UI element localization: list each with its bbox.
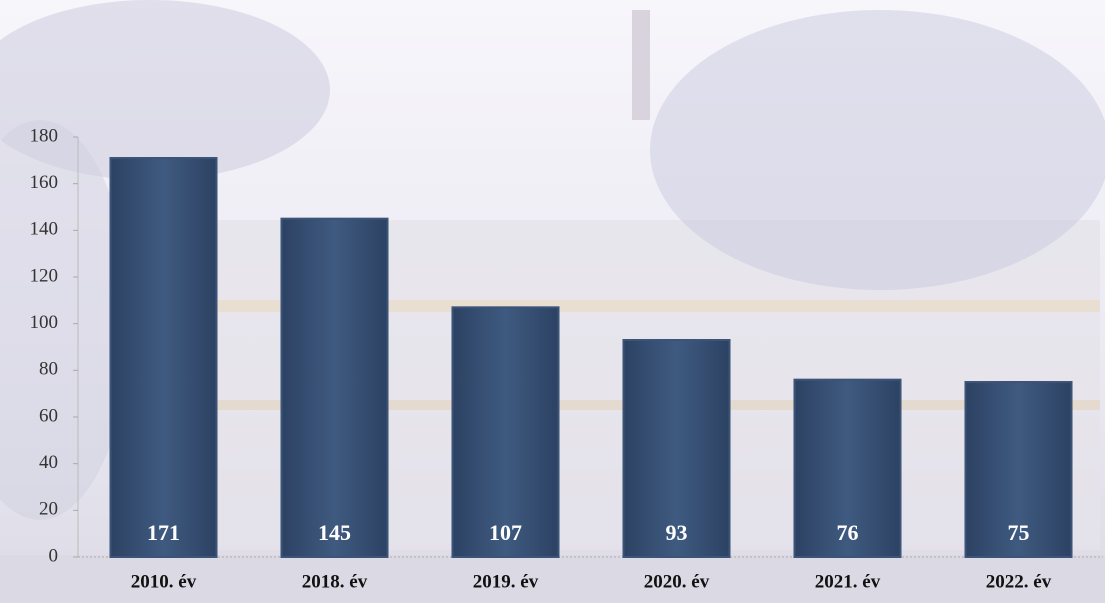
bar xyxy=(280,217,389,559)
x-tick-label: 2019. év xyxy=(473,571,539,592)
bar xyxy=(109,157,218,558)
data-label: 93 xyxy=(666,520,688,545)
y-tick-label: 180 xyxy=(30,125,59,146)
x-tick-label: 2010. év xyxy=(131,571,197,592)
y-tick-label: 40 xyxy=(39,452,58,473)
bar xyxy=(451,306,560,559)
x-tick-label: 2022. év xyxy=(986,571,1052,592)
x-tick-label: 2021. év xyxy=(815,571,881,592)
x-tick-label: 2020. év xyxy=(644,571,710,592)
y-tick-label: 100 xyxy=(30,312,59,333)
y-tick-label: 20 xyxy=(39,499,58,520)
bar xyxy=(964,381,1073,558)
y-tick-label: 120 xyxy=(30,265,59,286)
data-label: 76 xyxy=(837,520,859,545)
x-tick-label: 2018. év xyxy=(302,571,368,592)
data-label: 145 xyxy=(318,520,351,545)
y-tick-label: 0 xyxy=(49,545,59,566)
data-label: 171 xyxy=(147,520,180,545)
y-tick-label: 80 xyxy=(39,359,58,380)
bar xyxy=(793,378,902,558)
y-tick-label: 160 xyxy=(30,172,59,193)
y-tick-label: 140 xyxy=(30,219,59,240)
bar xyxy=(622,339,731,558)
data-label: 107 xyxy=(489,520,522,545)
data-label: 75 xyxy=(1008,520,1030,545)
y-tick-label: 60 xyxy=(39,405,58,426)
